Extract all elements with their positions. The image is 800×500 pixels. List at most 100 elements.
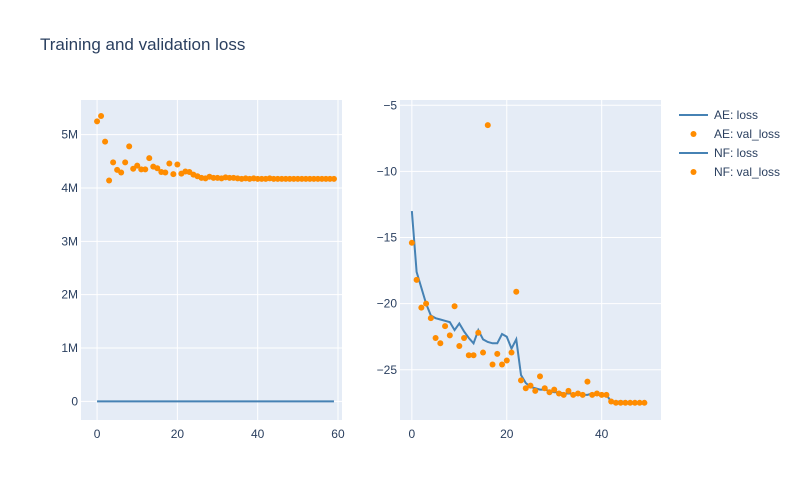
point-ae-val-loss [130,165,137,172]
y-tick-label: −25 [377,363,398,377]
point-nf-val-loss [570,391,577,398]
legend-label: AE: loss [714,108,758,122]
point-ae-val-loss [126,143,133,150]
point-nf-val-loss [423,300,430,307]
point-ae-val-loss [166,160,173,167]
y-tick-label: −5 [383,98,397,112]
point-nf-val-loss [612,399,619,406]
series-ae-val-loss [94,113,337,184]
x-tick-label: 0 [409,427,416,441]
point-nf-val-loss [622,399,629,406]
point-nf-val-loss [608,398,615,405]
legend-marker-swatch [690,131,697,137]
point-ae-val-loss [102,138,109,145]
legend[interactable]: AE: loss AE: val_loss NF: loss NF: val_loss [679,108,780,179]
point-ae-val-loss [118,169,125,176]
y-tick-label: 1M [61,341,78,355]
point-nf-val-loss [532,387,539,394]
point-nf-val-loss [589,391,596,398]
point-ae-val-loss [106,177,113,184]
chart-title: Training and validation loss [40,35,245,54]
plot-background-left [81,100,342,420]
point-nf-val-loss [546,389,553,396]
point-nf-val-loss [475,329,482,336]
legend-marker-swatch [690,169,697,175]
legend-item[interactable]: AE: val_loss [690,127,781,141]
point-nf-val-loss [598,391,605,398]
point-nf-val-loss [518,377,525,384]
x-tick-label: 60 [331,427,345,441]
plot-background-right [400,100,661,420]
point-nf-val-loss [627,399,634,406]
point-nf-val-loss [541,385,548,392]
x-tick-label: 20 [171,427,185,441]
point-nf-val-loss [484,122,491,129]
point-ae-val-loss [146,155,153,162]
point-nf-val-loss [418,304,425,311]
point-nf-val-loss [574,390,581,397]
point-nf-val-loss [446,332,453,339]
point-ae-val-loss [122,159,129,166]
y-tick-label: 2M [61,288,78,302]
point-ae-val-loss [330,175,337,182]
point-nf-val-loss [536,373,543,380]
y-tick-label: −15 [377,231,398,245]
legend-item[interactable]: AE: loss [679,108,758,122]
point-nf-val-loss [631,399,638,406]
point-nf-val-loss [508,349,515,356]
y-tick-label: 5M [61,128,78,142]
point-nf-val-loss [503,357,510,364]
x-tick-label: 40 [595,427,609,441]
point-nf-val-loss [413,276,420,283]
legend-label: NF: val_loss [714,165,780,179]
point-nf-val-loss [522,385,529,392]
point-nf-val-loss [432,335,439,342]
y-tick-label: 0 [71,394,78,408]
point-ae-val-loss [154,165,161,172]
legend-item[interactable]: NF: loss [679,146,758,160]
point-ae-val-loss [134,162,141,169]
point-nf-val-loss [641,399,648,406]
point-nf-val-loss [456,342,463,349]
y-tick-label: 3M [61,234,78,248]
legend-item[interactable]: NF: val_loss [690,165,781,179]
x-tick-label: 40 [251,427,265,441]
y-tick-label: −10 [377,164,398,178]
point-nf-val-loss [451,303,458,310]
point-nf-val-loss [593,390,600,397]
point-ae-val-loss [162,169,169,176]
point-ae-val-loss [94,118,101,125]
y-tick-label: 4M [61,181,78,195]
point-ae-val-loss [170,171,177,178]
point-ae-val-loss [110,159,117,166]
point-nf-val-loss [560,391,567,398]
point-nf-val-loss [579,391,586,398]
point-nf-val-loss [603,391,610,398]
point-nf-val-loss [494,350,501,357]
x-tick-label: 20 [500,427,514,441]
legend-label: AE: val_loss [714,127,780,141]
x-tick-label: 0 [94,427,101,441]
point-nf-val-loss [617,399,624,406]
point-nf-val-loss [527,382,534,389]
point-nf-val-loss [437,340,444,347]
point-ae-val-loss [174,161,181,168]
point-nf-val-loss [551,386,558,393]
point-nf-val-loss [408,239,415,246]
point-nf-val-loss [442,323,449,330]
legend-label: NF: loss [714,146,758,160]
point-nf-val-loss [489,361,496,368]
panel-left: 0 20 40 60 0 1M 2M 3M 4M 5M [61,100,345,441]
y-tick-label: −20 [377,297,398,311]
point-nf-val-loss [565,387,572,394]
point-ae-val-loss [142,166,149,173]
point-nf-val-loss [465,352,472,359]
point-nf-val-loss [555,390,562,397]
series-nf-val-loss [408,122,648,406]
point-nf-val-loss [427,315,434,322]
point-nf-val-loss [636,399,643,406]
point-nf-val-loss [513,288,520,295]
point-nf-val-loss [480,349,487,356]
point-nf-val-loss [461,335,468,342]
